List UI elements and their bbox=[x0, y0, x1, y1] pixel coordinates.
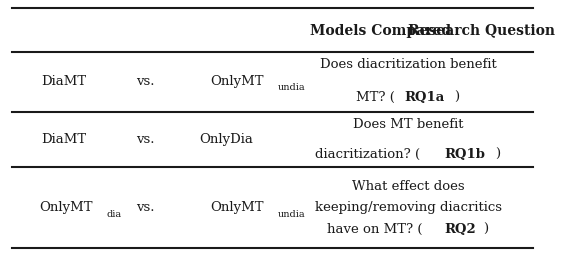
Text: Models Compared: Models Compared bbox=[311, 24, 452, 38]
Text: OnlyMT: OnlyMT bbox=[210, 75, 264, 88]
Text: vs.: vs. bbox=[136, 201, 154, 214]
Text: OnlyDia: OnlyDia bbox=[199, 133, 253, 146]
Text: Does diacritization benefit: Does diacritization benefit bbox=[320, 58, 496, 71]
Text: DiaMT: DiaMT bbox=[41, 133, 86, 146]
Text: have on MT? (: have on MT? ( bbox=[327, 223, 422, 236]
Text: What effect does: What effect does bbox=[352, 180, 465, 193]
Text: DiaMT: DiaMT bbox=[41, 75, 86, 88]
Text: ): ) bbox=[495, 148, 500, 161]
Text: Does MT benefit: Does MT benefit bbox=[353, 118, 463, 131]
Text: MT? (: MT? ( bbox=[356, 91, 395, 104]
Text: diacritization? (: diacritization? ( bbox=[315, 148, 420, 161]
Text: Research Question: Research Question bbox=[408, 24, 555, 38]
Text: dia: dia bbox=[107, 210, 122, 219]
Text: RQ2: RQ2 bbox=[444, 223, 476, 236]
Text: OnlyMT: OnlyMT bbox=[210, 201, 264, 214]
Text: RQ1a: RQ1a bbox=[404, 91, 444, 104]
Text: ): ) bbox=[483, 223, 488, 236]
Text: vs.: vs. bbox=[136, 75, 154, 88]
Text: undia: undia bbox=[278, 210, 306, 219]
Text: undia: undia bbox=[278, 83, 306, 92]
Text: RQ1b: RQ1b bbox=[445, 148, 486, 161]
Text: vs.: vs. bbox=[136, 133, 154, 146]
Text: keeping/removing diacritics: keeping/removing diacritics bbox=[315, 201, 502, 214]
Text: ): ) bbox=[454, 91, 459, 104]
Text: OnlyMT: OnlyMT bbox=[39, 201, 93, 214]
